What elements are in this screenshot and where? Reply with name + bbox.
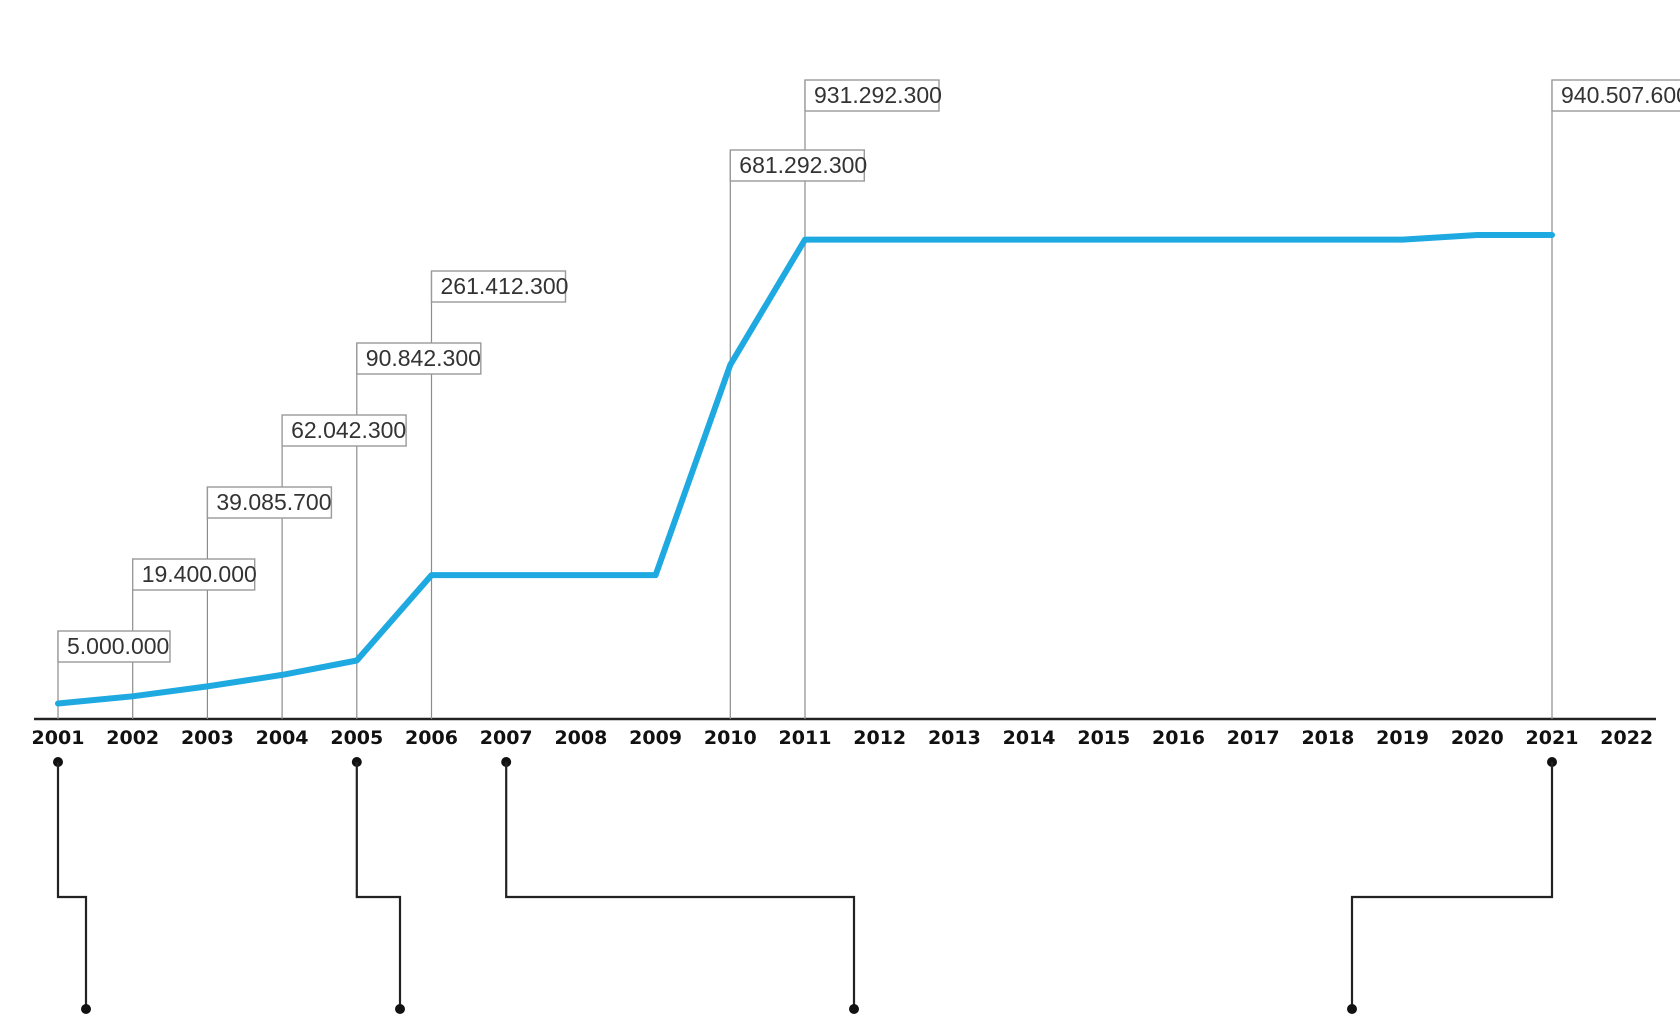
x-tick-label-2019: 2019 xyxy=(1376,727,1429,749)
data-label-2004: 62.042.300 xyxy=(291,417,406,443)
x-tick-label-2002: 2002 xyxy=(106,727,159,749)
x-tick-label-2005: 2005 xyxy=(330,727,383,749)
x-tick-label-2010: 2010 xyxy=(704,727,757,749)
data-label-2005: 90.842.300 xyxy=(366,345,481,371)
x-tick-label-2017: 2017 xyxy=(1227,727,1280,749)
data-labels: 5.000.000 19.400.000 39.085.700 62.042.300 9… xyxy=(57,79,1680,663)
value-box-2005 xyxy=(356,342,482,375)
x-tick-label-2009: 2009 xyxy=(629,727,682,749)
x-tick-labels: 2001 2002 2003 2004 2005 2006 2007 2008 2009 2010… xyxy=(32,727,1654,749)
x-tick-label-2022: 2022 xyxy=(1600,727,1653,749)
data-label-2002: 19.400.000 xyxy=(142,561,257,587)
data-label-2006: 261.412.300 xyxy=(441,273,569,299)
x-tick-label-2015: 2015 xyxy=(1077,727,1130,749)
event-connector-2001 xyxy=(56,762,88,1009)
x-tick-label-2006: 2006 xyxy=(405,727,458,749)
data-label-2001: 5.000.000 xyxy=(67,633,169,659)
event-connector-2021 xyxy=(1350,762,1554,1009)
series-line-0 xyxy=(55,232,1555,707)
event-connector-2007 xyxy=(505,762,856,1009)
x-tick-label-2004: 2004 xyxy=(256,727,309,749)
data-label-2010: 681.292.300 xyxy=(739,152,867,178)
x-tick-label-2020: 2020 xyxy=(1451,727,1504,749)
value-box-2003 xyxy=(206,486,333,519)
x-tick-label-2011: 2011 xyxy=(779,727,832,749)
value-box-2006 xyxy=(430,270,567,303)
value-box-2011 xyxy=(804,79,940,112)
x-tick-label-2014: 2014 xyxy=(1003,727,1056,749)
event-dot-bottom-2007 xyxy=(849,1004,859,1014)
x-tick-label-2001: 2001 xyxy=(32,727,85,749)
x-tick-label-2012: 2012 xyxy=(853,727,906,749)
value-box-2021 xyxy=(1551,79,1680,112)
event-dot-bottom-2005 xyxy=(395,1004,405,1014)
x-tick-label-2021: 2021 xyxy=(1526,727,1579,749)
x-tick-label-2007: 2007 xyxy=(480,727,533,749)
series-layer xyxy=(55,232,1555,707)
event-connectors xyxy=(53,757,1557,1014)
x-tick-label-2003: 2003 xyxy=(181,727,234,749)
event-dot-bottom-2001 xyxy=(81,1004,91,1014)
event-dot-bottom-2021 xyxy=(1347,1004,1357,1014)
value-box-2004 xyxy=(281,414,407,447)
value-box-2001 xyxy=(57,630,171,663)
x-tick-label-2008: 2008 xyxy=(554,727,607,749)
data-label-2003: 39.085.700 xyxy=(216,489,331,515)
x-tick-label-2016: 2016 xyxy=(1152,727,1205,749)
data-label-2021: 940.507.600 xyxy=(1561,82,1680,108)
value-box-2010 xyxy=(729,149,865,182)
value-box-2002 xyxy=(131,558,256,591)
x-tick-label-2013: 2013 xyxy=(928,727,981,749)
event-connector-2005 xyxy=(355,762,402,1009)
data-label-2011: 931.292.300 xyxy=(814,82,942,108)
x-tick-label-2018: 2018 xyxy=(1301,727,1354,749)
